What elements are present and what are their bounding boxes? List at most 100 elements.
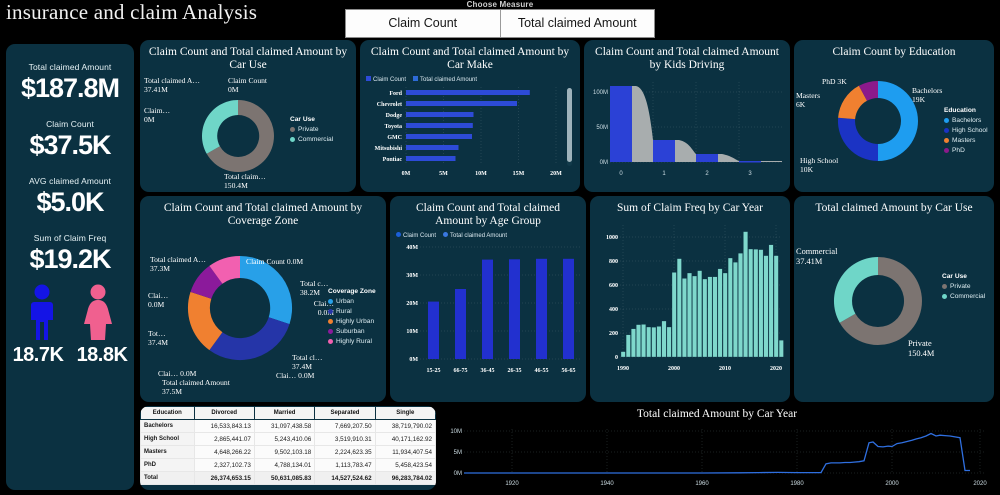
bar-toyota[interactable] [406, 123, 473, 128]
education-marital-table[interactable]: Education Divorced Married Separated Sin… [140, 406, 436, 490]
x-tick-label: 2000 [668, 366, 680, 372]
scrollbar-thumb[interactable] [567, 88, 572, 162]
chart-total-claimed-amount-by-car-use[interactable]: Total claimed Amount by Car Use Commerci… [794, 196, 994, 402]
table-row[interactable]: Masters 4,648,266.22 9,502,103.18 2,224,… [140, 445, 436, 459]
slice-highly-urban[interactable] [187, 291, 223, 351]
legend-item-claim-count[interactable]: Claim Count [366, 76, 406, 83]
cell: 4,648,266.22 [193, 445, 255, 459]
bar-chevrolet[interactable] [406, 101, 517, 106]
bar-kids-0[interactable] [610, 86, 632, 162]
claim-freq-bars[interactable] [620, 231, 784, 358]
kids-driving-svg[interactable]: 100M 50M 0M 0 1 2 3 [584, 74, 790, 192]
bar-gmc[interactable] [406, 134, 472, 139]
bar-age-66-75[interactable] [455, 289, 466, 359]
legend-item-high-school[interactable]: High School [944, 127, 988, 134]
measure-button-claim-count[interactable]: Claim Count [346, 10, 501, 37]
legend-item-bachelors[interactable]: Bachelors [944, 117, 988, 124]
legend-label: Highly Urban [336, 318, 375, 325]
chart-age-group-bars[interactable]: Claim Count and Total claimed Amount by … [390, 196, 586, 402]
car-year-line-path[interactable] [464, 432, 970, 474]
slice-rural[interactable] [209, 317, 290, 361]
chart-title: Total claimed Amount by Car Use [815, 202, 973, 214]
col-married[interactable]: Married [253, 406, 316, 420]
chart-kids-driving[interactable]: Claim Count and Total claimed Amount by … [584, 40, 790, 192]
legend-item-urban[interactable]: Urban [328, 298, 376, 305]
slice-private[interactable] [839, 257, 922, 345]
legend-label: Bachelors [952, 117, 982, 124]
legend-item-claim-count[interactable]: Claim Count [396, 232, 436, 239]
slice-high-school[interactable] [837, 117, 878, 162]
claim-freq-svg[interactable]: 1000 800 600 400 200 0 1990 2000 2010 20… [590, 217, 790, 392]
col-education[interactable]: Education [140, 406, 195, 420]
car-make-bars-svg[interactable]: Ford Chevrolet Dodge Toyota GMC Mitsubis… [360, 83, 580, 187]
cz-label-tot-left: Tot… 37.4M [148, 329, 169, 347]
chart-coverage-zone-donut[interactable]: Claim Count and Total claimed Amount by … [140, 196, 386, 402]
legend-item-commercial[interactable]: Commercial [290, 136, 333, 143]
legend-item-phd[interactable]: PhD [944, 147, 988, 154]
chart-title: Claim Count by Education [832, 46, 956, 58]
education-donut-svg[interactable] [794, 61, 994, 187]
car-use-donut-svg[interactable] [140, 74, 356, 192]
age-group-bars-svg[interactable]: 40M 30M 20M 10M 0M 15-25 66-75 36-45 26-… [390, 239, 586, 399]
slice-suburban[interactable] [190, 265, 223, 299]
legend-item-total-claimed-amount[interactable]: Total claimed Amount [443, 232, 507, 239]
car-use-amount-donut-svg[interactable] [794, 217, 994, 387]
table-row[interactable]: PhD 2,327,102.73 4,788,134.01 1,113,783.… [140, 458, 436, 472]
chart-car-make-bars[interactable]: Claim Count and Total claimed Amount by … [360, 40, 580, 192]
gender-icons-row [6, 284, 134, 340]
legend-item-highly-urban[interactable]: Highly Urban [328, 318, 376, 325]
car-year-line-svg[interactable]: 10M 5M 0M 1920 1940 1960 1980 2000 2020 [440, 423, 994, 489]
legend-item-total-claimed-amount[interactable]: Total claimed Amount [413, 76, 477, 83]
chart-claim-freq-by-car-year[interactable]: Sum of Claim Freq by Car Year [590, 196, 790, 402]
legend-item-rural[interactable]: Rural [328, 308, 376, 315]
slice-urban[interactable] [240, 255, 293, 325]
bar-age-56-65[interactable] [563, 258, 574, 359]
col-separated[interactable]: Separated [314, 406, 376, 420]
measure-button-total-claimed-amount[interactable]: Total claimed Amount [500, 10, 654, 37]
legend-item-highly-rural[interactable]: Highly Rural [328, 338, 376, 345]
bar-kids-1[interactable] [653, 140, 675, 162]
legend-item-private[interactable]: Private [290, 126, 333, 133]
slice-phd[interactable] [858, 80, 878, 101]
bar-kids-3[interactable] [739, 161, 761, 163]
legend-label: Suburban [336, 328, 365, 335]
data-table[interactable]: Education Divorced Married Separated Sin… [140, 406, 436, 485]
legend-item-suburban[interactable]: Suburban [328, 328, 376, 335]
chart-title: Claim Count and Total claimed Amount by … [163, 202, 363, 227]
choose-measure-label: Choose Measure [466, 0, 534, 9]
bar-age-15-25[interactable] [428, 301, 439, 359]
coverage-zone-donut-svg[interactable] [140, 230, 386, 400]
bar-dodge[interactable] [406, 112, 474, 117]
chart-total-claimed-amount-by-car-year[interactable]: Total claimed Amount by Car Year 10M 5M … [440, 406, 994, 490]
x-tick-label: 5M [439, 171, 448, 177]
col-divorced[interactable]: Divorced [193, 406, 255, 420]
slice-commercial[interactable] [833, 257, 878, 323]
slice-masters[interactable] [838, 85, 867, 120]
donut-label-claim-count: Claim Count 0M [228, 76, 268, 94]
bar-age-36-45[interactable] [482, 259, 493, 359]
legend-item-masters[interactable]: Masters [944, 137, 988, 144]
table-row[interactable]: Bachelors 16,533,843.13 31,097,438.58 7,… [140, 419, 436, 433]
cell: 50,631,085.83 [253, 471, 316, 485]
legend-item-private[interactable]: Private [942, 283, 985, 290]
col-single[interactable]: Single [374, 406, 436, 420]
y-tick-label: 100M [593, 90, 608, 96]
bar-ford[interactable] [406, 90, 530, 95]
bar-pontiac[interactable] [406, 156, 456, 161]
bar-age-46-55[interactable] [536, 258, 547, 359]
table-row[interactable]: High School 2,865,441.07 5,243,410.06 3,… [140, 432, 436, 446]
bar-kids-2[interactable] [696, 154, 718, 162]
chart-title: Sum of Claim Freq by Car Year [617, 202, 763, 214]
bar-mitsubishi[interactable] [406, 145, 459, 150]
bar-age-26-35[interactable] [509, 259, 520, 359]
chart-car-use-donut[interactable]: Claim Count and Total claimed Amount by … [140, 40, 356, 192]
chart-education-donut[interactable]: Claim Count by Education PhD 3K Masters 6… [794, 40, 994, 192]
slice-highly-rural[interactable] [209, 255, 240, 284]
cell: 5,243,410.06 [253, 432, 316, 446]
legend-swatch-icon [944, 148, 949, 153]
female-person-icon [84, 284, 112, 340]
legend-item-commercial[interactable]: Commercial [942, 293, 985, 300]
legend-swatch-icon [328, 339, 333, 344]
slice-bachelors[interactable] [878, 81, 918, 161]
x-tick-label: 26-35 [508, 368, 522, 374]
